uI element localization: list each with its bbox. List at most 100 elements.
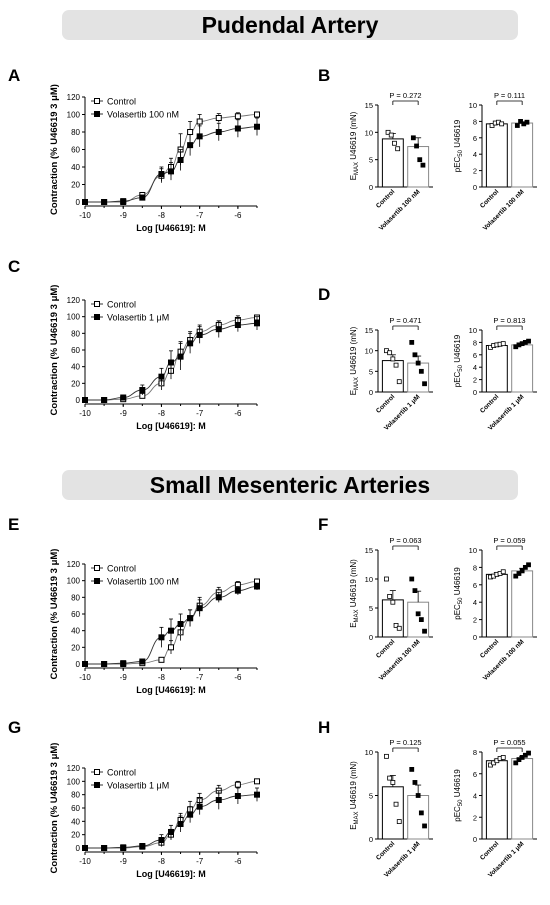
data-point bbox=[187, 142, 194, 149]
data-point bbox=[234, 781, 241, 788]
bar bbox=[381, 786, 404, 840]
data-point bbox=[215, 797, 222, 803]
data-point bbox=[168, 168, 174, 175]
data-point bbox=[417, 157, 423, 163]
section-banner-mesenteric: Small Mesenteric Arteries bbox=[62, 470, 518, 500]
data-point bbox=[514, 123, 520, 128]
x-tick-label: -10 bbox=[79, 857, 91, 866]
data-point bbox=[139, 387, 146, 393]
y-tick-label: 10 bbox=[469, 546, 477, 555]
x-axis-label: Log [U46619]: M bbox=[136, 223, 206, 233]
x-tick-label: -8 bbox=[158, 409, 166, 418]
y-tick-label: 0 bbox=[76, 396, 81, 405]
y-tick-label: 6 bbox=[473, 134, 477, 143]
panel-letter-f: F bbox=[318, 515, 329, 534]
y-tick-label: 10 bbox=[469, 101, 477, 110]
data-point bbox=[392, 140, 397, 146]
bar bbox=[381, 138, 404, 188]
y-tick-label: 15 bbox=[365, 101, 373, 110]
y-axis-label: EMAX U46619 (mN) bbox=[349, 326, 360, 395]
x-tick-label: -6 bbox=[234, 673, 242, 682]
legend-marker bbox=[94, 578, 100, 584]
y-tick-label: 0 bbox=[76, 198, 81, 207]
p-value-label: P = 0.813 bbox=[493, 316, 525, 325]
bar bbox=[485, 760, 508, 840]
y-tick-label: 8 bbox=[473, 563, 477, 572]
y-tick-label: 120 bbox=[67, 764, 81, 773]
data-point bbox=[526, 562, 531, 568]
y-tick-label: 120 bbox=[67, 296, 81, 305]
x-tick-label: -10 bbox=[79, 211, 91, 220]
bar bbox=[511, 344, 534, 393]
legend-label: Volasertib 1 μM bbox=[107, 313, 169, 323]
y-tick-label: 80 bbox=[71, 329, 80, 338]
category-label: Control bbox=[479, 393, 500, 414]
x-axis-label: Log [U46619]: M bbox=[136, 869, 206, 879]
data-point bbox=[196, 803, 203, 810]
data-point bbox=[412, 352, 418, 358]
legend-marker bbox=[94, 782, 100, 788]
p-value-label: P = 0.055 bbox=[493, 738, 525, 747]
data-point bbox=[522, 565, 528, 570]
data-point bbox=[168, 644, 174, 651]
data-point bbox=[158, 171, 165, 177]
data-point bbox=[177, 621, 184, 627]
data-point bbox=[513, 573, 519, 579]
p-value-label: P = 0.063 bbox=[389, 536, 421, 545]
data-point bbox=[513, 760, 519, 766]
data-point bbox=[158, 656, 165, 663]
p-value-label: P = 0.059 bbox=[493, 536, 525, 545]
y-tick-label: 40 bbox=[71, 363, 80, 372]
data-point bbox=[412, 780, 418, 785]
p-value-label: P = 0.125 bbox=[389, 738, 421, 747]
data-point bbox=[82, 199, 88, 205]
y-tick-label: 100 bbox=[67, 777, 81, 786]
x-tick-label: -10 bbox=[79, 673, 91, 682]
y-tick-label: 100 bbox=[67, 111, 81, 120]
legend-marker bbox=[94, 98, 100, 104]
y-tick-label: 0 bbox=[76, 844, 81, 853]
y-tick-label: 0 bbox=[369, 388, 373, 397]
y-tick-label: 120 bbox=[67, 560, 81, 569]
y-tick-label: 4 bbox=[473, 363, 477, 372]
panel-letter-h: H bbox=[318, 718, 331, 737]
data-point bbox=[177, 157, 184, 163]
y-axis-label: pEC50 U46619 bbox=[453, 567, 464, 620]
y-tick-label: 60 bbox=[71, 346, 80, 355]
y-axis-label: Contraction (% U46619 3 μM) bbox=[49, 743, 60, 874]
data-point bbox=[390, 599, 396, 605]
y-tick-label: 0 bbox=[473, 388, 477, 397]
data-point bbox=[396, 379, 402, 385]
y-tick-label: 120 bbox=[67, 93, 81, 102]
y-tick-label: 5 bbox=[369, 156, 373, 165]
x-axis-label: Log [U46619]: M bbox=[136, 685, 206, 695]
data-point bbox=[415, 360, 421, 366]
data-point bbox=[82, 397, 88, 403]
y-tick-label: 2 bbox=[473, 813, 477, 822]
data-point bbox=[384, 753, 389, 759]
data-point bbox=[177, 353, 184, 360]
data-point bbox=[139, 194, 146, 201]
category-label: Control bbox=[479, 840, 500, 861]
y-tick-label: 5 bbox=[369, 792, 373, 801]
data-point bbox=[254, 778, 260, 785]
x-tick-label: -9 bbox=[120, 409, 128, 418]
panel-letter-c: C bbox=[8, 257, 21, 276]
y-tick-label: 15 bbox=[365, 546, 373, 555]
section-title: Pudendal Artery bbox=[201, 11, 379, 38]
data-point bbox=[82, 845, 88, 851]
data-point bbox=[415, 611, 421, 617]
panel-letter-d: D bbox=[318, 285, 331, 304]
y-tick-label: 8 bbox=[473, 117, 477, 126]
data-point bbox=[254, 123, 260, 130]
y-tick-label: 10 bbox=[365, 347, 373, 356]
y-tick-label: 80 bbox=[71, 791, 80, 800]
y-tick-label: 20 bbox=[71, 643, 80, 652]
data-point bbox=[120, 660, 127, 667]
legend-label: Control bbox=[107, 300, 136, 310]
category-label: Control bbox=[479, 188, 500, 209]
legend-label: Control bbox=[107, 564, 136, 574]
y-tick-label: 60 bbox=[71, 146, 80, 155]
data-point bbox=[393, 623, 399, 628]
x-axis-label: Log [U46619]: M bbox=[136, 421, 206, 431]
